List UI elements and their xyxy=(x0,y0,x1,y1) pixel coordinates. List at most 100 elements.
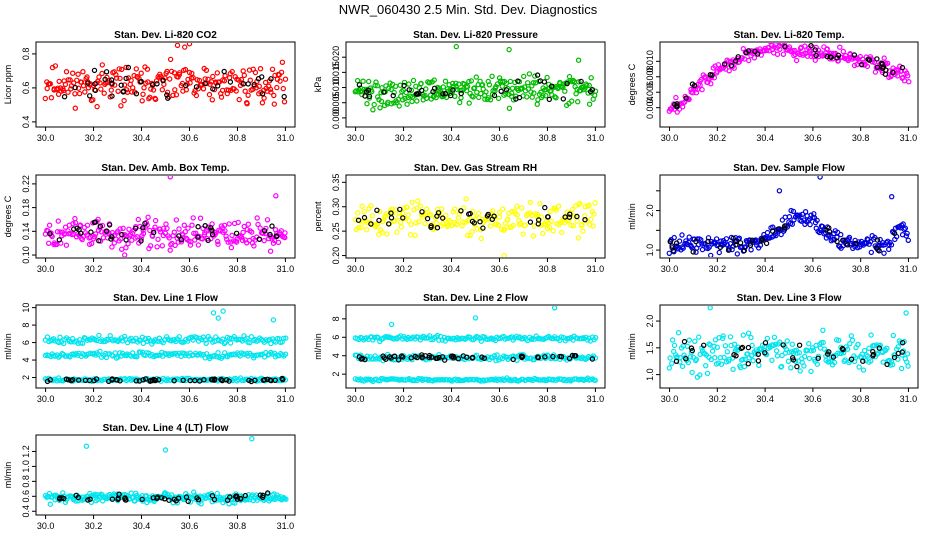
y-tick-label: 2 xyxy=(21,375,31,380)
x-tick-label: 30.6 xyxy=(804,264,822,274)
data-point xyxy=(886,246,892,253)
data-point xyxy=(101,90,107,96)
plot-frame xyxy=(659,41,919,128)
data-point xyxy=(866,345,872,351)
y-tick-label: 0.18 xyxy=(21,199,31,217)
data-point xyxy=(585,203,591,209)
highlight-point xyxy=(545,214,551,220)
highlight-point xyxy=(224,497,231,503)
highlight-point xyxy=(745,48,752,54)
highlight-point xyxy=(87,496,93,502)
data-point xyxy=(901,226,907,233)
highlight-point xyxy=(202,80,208,87)
data-point xyxy=(166,76,173,82)
data-point xyxy=(422,220,428,227)
highlight-point xyxy=(670,247,677,254)
data-point xyxy=(534,211,541,217)
panel-title: Stan. Dev. Line 4 (LT) Flow xyxy=(103,423,229,434)
data-point xyxy=(147,94,153,101)
highlight-point xyxy=(481,355,487,361)
data-point xyxy=(47,501,54,507)
chart-panel: Stan. Dev. Gas Stream RH percent 30.0 30.2 3… xyxy=(313,163,606,274)
data-points xyxy=(42,436,289,507)
data-point xyxy=(489,73,495,80)
data-point xyxy=(543,92,549,99)
data-point xyxy=(141,85,147,91)
data-point xyxy=(686,96,692,103)
highlight-point xyxy=(812,47,818,53)
highlight-point xyxy=(536,217,542,223)
chart-panel: Stan. Dev. Line 4 (LT) Flow ml/min 30.0 30.… xyxy=(3,423,296,531)
highlight-point xyxy=(826,349,832,355)
data-point xyxy=(428,212,434,218)
data-point xyxy=(789,221,796,227)
data-point xyxy=(900,221,906,227)
data-point xyxy=(741,363,748,370)
x-tick-label: 30.0 xyxy=(37,264,55,274)
highlight-point xyxy=(794,363,800,370)
data-point xyxy=(369,334,375,340)
outlier-point xyxy=(249,436,255,442)
data-point xyxy=(570,77,577,84)
x-tick-label: 30.0 xyxy=(347,264,365,274)
highlight-point xyxy=(195,234,201,240)
data-point xyxy=(225,239,231,245)
x-tick-label: 31.0 xyxy=(587,133,605,143)
data-point xyxy=(538,214,545,220)
x-tick-label: 30.4 xyxy=(756,133,774,143)
data-point xyxy=(144,350,150,356)
x-tick-label: 30.8 xyxy=(229,521,247,531)
x-tick-label: 30.8 xyxy=(229,133,247,143)
data-point xyxy=(881,250,887,256)
outlier-point xyxy=(506,46,512,53)
data-point xyxy=(673,94,679,101)
highlight-point xyxy=(267,231,273,238)
data-point xyxy=(257,65,264,72)
highlight-point xyxy=(158,495,165,501)
data-point xyxy=(269,351,275,357)
highlight-point xyxy=(705,238,711,245)
data-point xyxy=(452,93,458,100)
highlight-point xyxy=(589,356,596,362)
data-point xyxy=(167,56,174,63)
highlight-point xyxy=(119,231,125,238)
data-point xyxy=(464,83,471,90)
data-point xyxy=(433,220,439,226)
data-point xyxy=(62,81,69,88)
data-point xyxy=(820,327,826,333)
data-point xyxy=(726,68,732,74)
data-point xyxy=(470,94,476,100)
y-tick-label: 0.8 xyxy=(21,475,31,488)
data-point xyxy=(784,338,790,344)
data-point xyxy=(205,76,211,83)
highlight-point xyxy=(435,210,442,216)
data-point xyxy=(466,355,473,361)
data-point xyxy=(434,332,441,339)
y-tick-label: 4 xyxy=(21,358,31,363)
data-point xyxy=(112,350,118,356)
data-point xyxy=(377,105,383,111)
highlight-point xyxy=(44,378,51,385)
highlight-point xyxy=(133,378,139,384)
data-point xyxy=(894,73,901,79)
data-point xyxy=(221,78,228,84)
data-point xyxy=(235,219,241,226)
highlight-point xyxy=(391,353,398,359)
data-point xyxy=(500,206,506,212)
x-tick-label: 30.2 xyxy=(85,133,103,143)
data-point xyxy=(242,88,248,94)
data-point xyxy=(801,363,807,369)
highlight-point xyxy=(115,496,121,503)
panel-title: Stan. Dev. Line 1 Flow xyxy=(113,293,218,304)
highlight-point xyxy=(830,354,837,360)
highlight-point xyxy=(105,378,112,385)
highlight-point xyxy=(870,348,876,355)
highlight-point xyxy=(113,377,120,383)
x-tick-label: 30.0 xyxy=(37,133,55,143)
highlight-point xyxy=(469,355,476,361)
highlight-point xyxy=(70,226,77,232)
data-point xyxy=(705,245,711,252)
data-point xyxy=(788,365,794,371)
data-point xyxy=(269,66,276,73)
data-point xyxy=(166,235,172,241)
